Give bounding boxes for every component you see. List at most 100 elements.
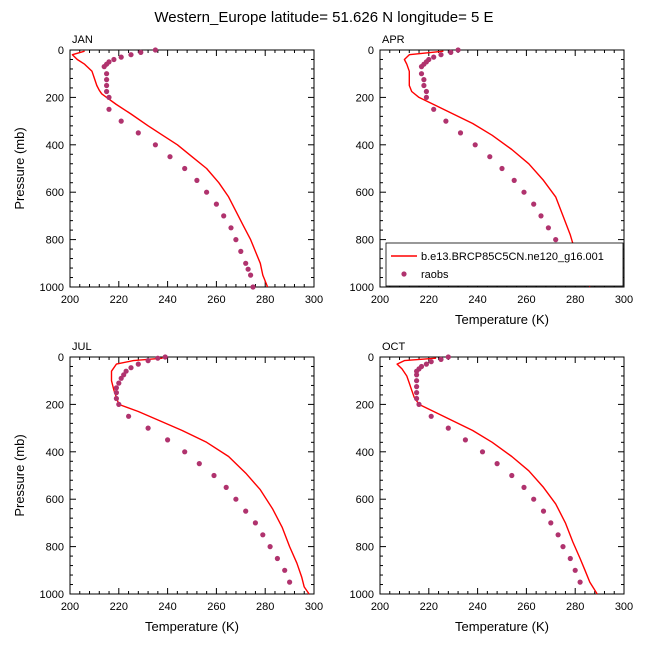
- raobs-point: [521, 484, 527, 490]
- y-tick-label: 800: [46, 235, 64, 247]
- raobs-point: [113, 385, 119, 391]
- raobs-point: [182, 449, 188, 455]
- raobs-point: [106, 106, 112, 112]
- raobs-point: [128, 52, 134, 58]
- raobs-point: [479, 449, 486, 455]
- raobs-point: [548, 520, 554, 526]
- raobs-point: [204, 189, 210, 195]
- raobs-point: [126, 413, 132, 419]
- plot-frame: [69, 356, 315, 595]
- raobs-point: [194, 177, 200, 183]
- x-tick-label: 240: [158, 294, 176, 306]
- y-tick-label: 0: [368, 45, 374, 57]
- raobs-point: [448, 49, 454, 56]
- y-tick-label: 200: [46, 399, 64, 411]
- raobs-point: [282, 567, 288, 573]
- raobs-point: [116, 401, 122, 407]
- x-tick-label: 300: [615, 601, 633, 613]
- raobs-point: [138, 49, 144, 56]
- y-tick-label: 800: [356, 542, 374, 554]
- raobs-point: [213, 201, 219, 207]
- raobs-point: [118, 375, 124, 381]
- raobs-point: [567, 555, 573, 562]
- raobs-point: [414, 368, 420, 374]
- raobs-point: [487, 154, 493, 160]
- x-tick-label: 220: [110, 601, 128, 613]
- raobs-point: [577, 579, 583, 585]
- x-tick-label: 300: [305, 601, 323, 613]
- x-tick-label: 240: [468, 294, 486, 306]
- raobs-point: [233, 496, 239, 502]
- raobs-point: [521, 189, 527, 195]
- x-tick-label: 220: [420, 601, 438, 613]
- x-tick-label: 240: [158, 601, 176, 613]
- raobs-point: [248, 272, 254, 278]
- x-tick-label: 260: [517, 601, 535, 613]
- panel-title: JAN: [72, 34, 93, 46]
- raobs-point: [116, 380, 122, 386]
- raobs-point: [145, 358, 151, 364]
- legend-model-label: b.e13.BRCP85C5CN.ne120_g16.001: [421, 251, 604, 263]
- raobs-point: [418, 71, 425, 77]
- raobs-point: [555, 532, 561, 538]
- raobs-point: [250, 284, 256, 290]
- y-axis-label: Pressure (mb): [12, 434, 27, 516]
- raobs-point: [101, 64, 107, 70]
- plot-frame: [379, 356, 625, 595]
- raobs-point: [287, 579, 293, 585]
- panel-title: JUL: [72, 341, 92, 353]
- raobs-point: [572, 567, 578, 573]
- panel-oct: 200 220 240 260 280 300 0 200 400 600 800 1000 OCT Te…: [350, 341, 634, 634]
- raobs-point: [196, 461, 202, 467]
- legend-dot-swatch: [401, 271, 407, 277]
- raobs-point: [457, 130, 464, 136]
- raobs-point: [260, 532, 266, 538]
- raobs-point: [182, 165, 188, 172]
- x-axis-label: Temperature (K): [145, 619, 239, 634]
- y-tick-label: 400: [356, 447, 374, 459]
- raobs-point: [560, 544, 566, 550]
- y-tick-label: 400: [46, 140, 64, 152]
- raobs-point: [445, 425, 451, 431]
- x-tick-label: 260: [517, 294, 535, 306]
- raobs-point: [509, 472, 515, 479]
- raobs-point: [499, 165, 505, 172]
- raobs-point: [438, 52, 444, 58]
- x-tick-label: 220: [110, 294, 128, 306]
- raobs-point: [118, 54, 124, 60]
- y-tick-label: 1000: [40, 589, 64, 601]
- raobs-point: [245, 266, 251, 272]
- raobs-point: [228, 225, 234, 231]
- raobs-point: [428, 413, 434, 419]
- raobs-point: [252, 520, 258, 526]
- raobs-point: [152, 142, 158, 148]
- raobs-point: [472, 142, 478, 148]
- raobs-point: [545, 225, 552, 231]
- y-tick-label: 600: [46, 187, 64, 199]
- raobs-point: [443, 118, 449, 124]
- raobs-point: [167, 154, 173, 160]
- model-profile-line: [396, 357, 598, 595]
- raobs-point: [274, 555, 280, 562]
- model-profile-line: [110, 357, 310, 595]
- raobs-point: [145, 425, 151, 431]
- raobs-point: [135, 361, 141, 367]
- raobs-point: [243, 508, 249, 514]
- x-tick-label: 220: [420, 294, 438, 306]
- panel-title: APR: [382, 34, 405, 46]
- x-tick-label: 300: [305, 294, 323, 306]
- raobs-point: [113, 390, 119, 396]
- raobs-point: [414, 395, 420, 402]
- raobs-point: [531, 496, 537, 502]
- panel-jan: 200 220 240 260 280 300 0 200 400 600 800 1000 JAN Pr…: [12, 34, 323, 306]
- y-axis-label: Pressure (mb): [12, 127, 27, 209]
- legend-obs-label: raobs: [421, 269, 449, 281]
- model-profile-line: [71, 50, 269, 288]
- y-tick-label: 800: [46, 542, 64, 554]
- y-tick-label: 600: [356, 187, 374, 199]
- raobs-point: [211, 472, 217, 479]
- x-axis-label: Temperature (K): [455, 619, 549, 634]
- y-tick-label: 1000: [40, 282, 64, 294]
